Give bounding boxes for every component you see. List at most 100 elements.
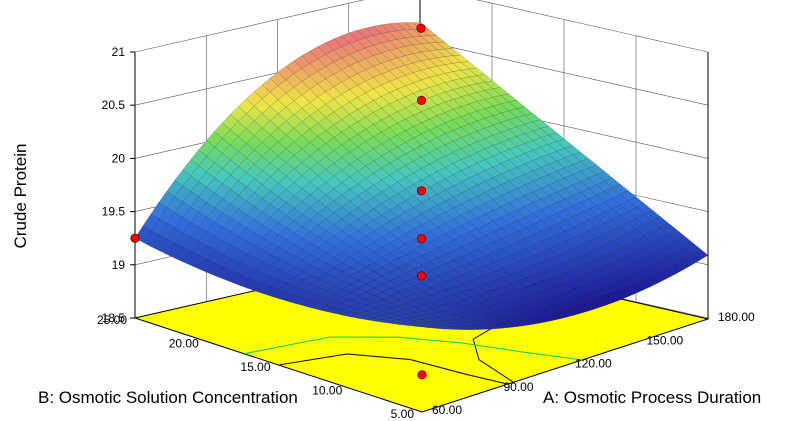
surface-cell <box>564 227 582 239</box>
surface-cell <box>596 212 613 224</box>
response-surface <box>134 22 709 330</box>
surface-cell <box>572 191 589 203</box>
surface-cell <box>373 257 391 268</box>
surface-cell <box>548 311 566 320</box>
surface-cell <box>556 300 574 310</box>
surface-cell <box>580 167 597 179</box>
surface-cell <box>643 242 661 254</box>
z-tick-label: 21 <box>112 45 126 59</box>
surface-cell <box>445 286 462 295</box>
surface-cell <box>477 299 494 308</box>
surface-cell <box>556 241 574 253</box>
surface-cell <box>548 303 566 312</box>
surface-cell <box>548 132 565 142</box>
surface-cell <box>508 261 526 273</box>
surface-cell <box>604 251 621 263</box>
surface-cell <box>317 305 335 312</box>
y-tick-label: 5.00 <box>391 407 415 421</box>
surface-cell <box>540 278 558 289</box>
surface-cell <box>484 280 502 290</box>
surface-cell <box>532 281 550 292</box>
surface-cell <box>659 266 677 279</box>
z-tick-label: 19 <box>112 258 126 272</box>
surface-cell <box>556 220 574 232</box>
surface-cell <box>365 295 383 303</box>
surface-cell <box>222 189 239 205</box>
surface-cell <box>620 243 637 255</box>
surface-cell <box>604 219 621 231</box>
x-tick-label: 90.00 <box>504 380 534 394</box>
surface-cell <box>627 207 645 219</box>
surface-cell <box>556 148 573 159</box>
surface-cell <box>468 173 486 186</box>
surface-cell <box>524 213 542 225</box>
surface-cell <box>556 230 574 242</box>
tick-labels: 18.5 19 19.5 20 20.5 21 60.00 90.00 120.00 150.00… <box>97 45 755 421</box>
surface-cell <box>588 258 605 270</box>
surface-cell <box>508 177 526 189</box>
surface-cell <box>532 251 550 263</box>
surface-cell <box>532 271 550 282</box>
contour-line <box>243 336 583 361</box>
surface-cell <box>405 306 423 313</box>
surface-cell <box>516 153 534 165</box>
surface-cell <box>564 248 582 260</box>
surface-cell <box>540 125 557 136</box>
surface-cell <box>588 215 605 228</box>
surface-cell <box>548 191 566 203</box>
surface-cell <box>588 194 605 206</box>
surface-cell <box>628 282 645 294</box>
surface-cell <box>540 268 558 279</box>
surface-cell <box>206 221 223 237</box>
surface-cell <box>508 231 526 243</box>
surface-cell <box>405 259 423 270</box>
surface-cell <box>556 291 574 302</box>
surface-cell <box>619 190 637 202</box>
x-tick-label: 180.00 <box>718 310 755 324</box>
surface-cell <box>476 324 494 330</box>
surface-cell <box>596 233 613 245</box>
surface-cell <box>198 186 215 203</box>
surface-cell <box>612 215 629 227</box>
surface-cell <box>540 248 558 260</box>
surface-cell <box>198 245 216 260</box>
z-tick-label: 20 <box>112 151 126 165</box>
surface-cell <box>564 145 581 156</box>
surface-cell <box>516 227 534 239</box>
surface-cell <box>596 201 613 213</box>
surface-cell <box>516 143 534 154</box>
x-tick-label: 60.00 <box>432 403 462 417</box>
surface-cell <box>604 208 621 220</box>
surface-cell <box>222 159 239 175</box>
surface-cell <box>540 305 558 314</box>
surface-cell <box>540 313 558 322</box>
surface-cell <box>516 304 534 313</box>
surface-cell <box>556 309 574 318</box>
surface-cell <box>301 264 319 275</box>
design-point <box>416 95 427 106</box>
contour-line <box>278 353 508 385</box>
surface-cell <box>381 271 399 281</box>
surface-cell <box>390 319 407 323</box>
surface-cell <box>580 209 597 221</box>
surface-cell <box>548 202 566 214</box>
surface-cell <box>604 229 621 242</box>
surface-cell <box>532 299 550 309</box>
surface-cell <box>572 304 590 314</box>
surface-cell <box>341 284 359 293</box>
surface-cell <box>556 281 574 292</box>
surface-cell <box>492 316 510 324</box>
surface-cell <box>214 122 231 139</box>
surface-cell <box>532 167 550 179</box>
surface-cell <box>174 232 192 248</box>
surface-cell <box>564 297 582 308</box>
surface-cell <box>508 220 526 232</box>
surface-cell <box>548 213 566 225</box>
surface-cell <box>691 248 709 261</box>
surface-cell <box>572 151 589 162</box>
surface-cell <box>293 297 311 306</box>
surface-cell <box>564 237 582 249</box>
surface-cell <box>580 262 598 273</box>
surface-cell <box>317 298 335 306</box>
surface-cell <box>516 216 534 229</box>
